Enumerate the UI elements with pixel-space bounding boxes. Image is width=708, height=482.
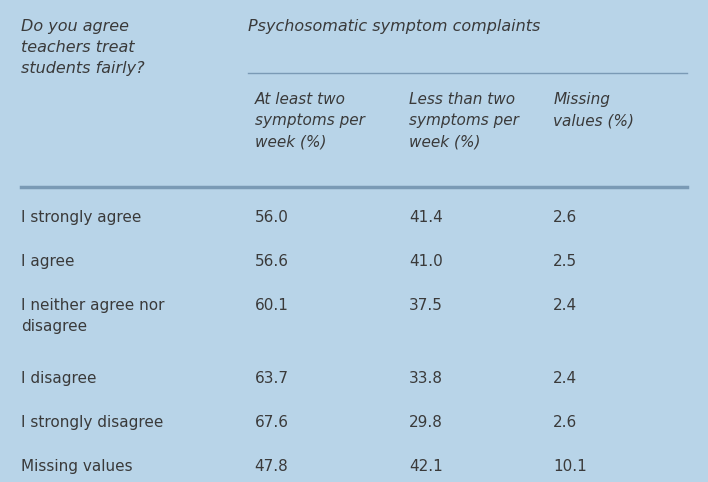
Text: 2.5: 2.5 bbox=[553, 254, 578, 269]
Text: 10.1: 10.1 bbox=[553, 459, 587, 474]
Text: 29.8: 29.8 bbox=[409, 415, 443, 430]
Text: 47.8: 47.8 bbox=[255, 459, 288, 474]
Text: Missing values: Missing values bbox=[21, 459, 132, 474]
Text: Missing
values (%): Missing values (%) bbox=[553, 92, 634, 128]
Text: I strongly agree: I strongly agree bbox=[21, 210, 142, 225]
Text: I strongly disagree: I strongly disagree bbox=[21, 415, 164, 430]
Text: 60.1: 60.1 bbox=[255, 298, 288, 313]
Text: 2.6: 2.6 bbox=[553, 210, 578, 225]
Text: I neither agree nor
disagree: I neither agree nor disagree bbox=[21, 298, 164, 334]
Text: 41.4: 41.4 bbox=[409, 210, 442, 225]
Text: Less than two
symptoms per
week (%): Less than two symptoms per week (%) bbox=[409, 92, 519, 149]
Text: 33.8: 33.8 bbox=[409, 371, 443, 387]
Text: I agree: I agree bbox=[21, 254, 74, 269]
Text: 42.1: 42.1 bbox=[409, 459, 442, 474]
Text: At least two
symptoms per
week (%): At least two symptoms per week (%) bbox=[255, 92, 365, 149]
Text: Psychosomatic symptom complaints: Psychosomatic symptom complaints bbox=[248, 19, 540, 34]
Text: 2.4: 2.4 bbox=[553, 298, 578, 313]
Text: Do you agree
teachers treat
students fairly?: Do you agree teachers treat students fai… bbox=[21, 19, 144, 76]
Text: 2.4: 2.4 bbox=[553, 371, 578, 387]
Text: 41.0: 41.0 bbox=[409, 254, 442, 269]
Text: 2.6: 2.6 bbox=[553, 415, 578, 430]
Text: 67.6: 67.6 bbox=[255, 415, 289, 430]
Text: 37.5: 37.5 bbox=[409, 298, 443, 313]
Text: 63.7: 63.7 bbox=[255, 371, 289, 387]
Text: 56.6: 56.6 bbox=[255, 254, 289, 269]
Text: 56.0: 56.0 bbox=[255, 210, 288, 225]
Text: I disagree: I disagree bbox=[21, 371, 96, 387]
